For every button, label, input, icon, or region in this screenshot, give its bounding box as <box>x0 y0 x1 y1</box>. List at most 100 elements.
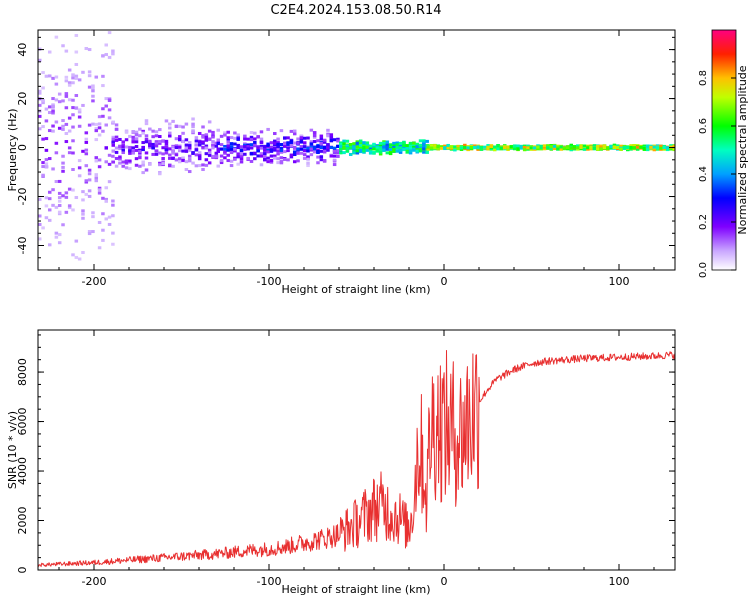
heatmap-cell <box>97 188 102 192</box>
heatmap-cell <box>121 151 125 155</box>
heatmap-cell <box>342 151 346 155</box>
heatmap-cell <box>118 157 122 161</box>
heatmap-cell <box>107 97 112 101</box>
heatmap-cell <box>279 146 284 150</box>
heatmap-cell <box>322 159 327 163</box>
spectrogram-y-tick-label: 40 <box>16 43 29 57</box>
heatmap-cell <box>539 146 544 150</box>
heatmap-cell <box>138 149 142 153</box>
heatmap-cell <box>286 142 290 146</box>
heatmap-cell <box>104 186 108 190</box>
heatmap-cell <box>326 143 330 147</box>
heatmap-cell <box>94 173 99 177</box>
heatmap-cell <box>67 129 72 133</box>
heatmap-cell <box>44 165 49 169</box>
heatmap-cell <box>87 74 92 78</box>
spectrogram-y-axis: -40 -20 0 20 40 <box>16 36 675 271</box>
heatmap-cell <box>204 135 209 139</box>
heatmap-cell <box>84 47 89 51</box>
heatmap-cell <box>54 82 59 86</box>
heatmap-cell <box>276 142 280 146</box>
heatmap-cell <box>204 144 209 148</box>
heatmap-cell <box>184 122 189 126</box>
heatmap-cell <box>395 149 400 153</box>
heatmap-cell <box>164 119 169 123</box>
heatmap-cell <box>629 145 633 149</box>
heatmap-cell <box>219 143 224 147</box>
heatmap-cell <box>223 147 227 151</box>
heatmap-cell <box>197 140 202 144</box>
heatmap-cell <box>74 239 79 243</box>
heatmap-cell <box>466 146 470 150</box>
heatmap-cell <box>249 143 254 147</box>
heatmap-cell <box>348 146 353 150</box>
heatmap-cell <box>312 147 317 151</box>
colorbar-tick-label: 0.0 <box>698 262 709 278</box>
heatmap-cell <box>249 135 254 139</box>
heatmap-cell <box>569 143 573 147</box>
heatmap-cell <box>51 97 55 101</box>
heatmap-cell <box>662 146 667 150</box>
heatmap-cell <box>107 31 112 35</box>
heatmap-cell <box>211 146 215 150</box>
spectrogram-x-tick-label: 100 <box>609 275 630 288</box>
heatmap-cell <box>144 156 149 160</box>
heatmap-cell <box>174 125 179 129</box>
heatmap-cell <box>44 119 49 123</box>
heatmap-cell <box>355 145 360 149</box>
heatmap-cell <box>283 144 287 148</box>
heatmap-cell <box>522 146 527 150</box>
heatmap-cell <box>174 144 179 148</box>
heatmap-cell <box>332 146 337 150</box>
heatmap-cell <box>71 208 75 212</box>
heatmap-cell <box>279 129 284 133</box>
heatmap-cell <box>124 130 129 134</box>
heatmap-cell <box>128 146 132 150</box>
heatmap-cell <box>74 106 79 110</box>
heatmap-cell <box>138 127 142 131</box>
heatmap-cell <box>219 161 224 165</box>
heatmap-cell <box>302 149 307 153</box>
heatmap-cell <box>71 151 75 155</box>
heatmap-cell <box>382 145 386 149</box>
heatmap-cell <box>316 144 320 148</box>
heatmap-cell <box>131 138 135 142</box>
heatmap-cell <box>38 89 42 93</box>
heatmap-cell <box>178 160 182 164</box>
heatmap-cell <box>236 146 240 150</box>
heatmap-cell <box>302 136 307 140</box>
heatmap-cell <box>246 145 250 149</box>
heatmap-cell <box>87 123 92 127</box>
heatmap-cell <box>342 142 346 146</box>
heatmap-cell <box>219 134 224 138</box>
heatmap-cell <box>358 143 363 147</box>
heatmap-cell <box>259 152 264 156</box>
heatmap-cell <box>289 155 294 159</box>
heatmap-cell <box>329 135 334 139</box>
heatmap-cell <box>249 146 254 150</box>
heatmap-cell <box>77 78 82 82</box>
heatmap-cell <box>358 148 363 152</box>
heatmap-cell <box>141 129 145 133</box>
heatmap-cell <box>131 140 135 144</box>
heatmap-cell <box>246 147 250 151</box>
heatmap-cell <box>44 148 49 152</box>
heatmap-cell <box>124 145 129 149</box>
heatmap-cell <box>51 76 55 80</box>
heatmap-cell <box>405 144 409 148</box>
heatmap-cell <box>61 99 65 103</box>
heatmap-cell <box>154 130 159 134</box>
heatmap-cell <box>104 97 108 101</box>
heatmap-cell <box>316 155 320 159</box>
heatmap-cell <box>94 122 99 126</box>
heatmap-cell <box>226 148 230 152</box>
heatmap-cell <box>201 168 205 172</box>
heatmap-cell <box>289 139 294 143</box>
heatmap-cell <box>263 152 267 156</box>
snr-x-label: Height of straight line (km) <box>281 583 430 596</box>
heatmap-cell <box>422 139 426 143</box>
heatmap-cell <box>672 147 675 151</box>
heatmap-cell <box>104 160 108 164</box>
heatmap-cell <box>576 144 580 148</box>
